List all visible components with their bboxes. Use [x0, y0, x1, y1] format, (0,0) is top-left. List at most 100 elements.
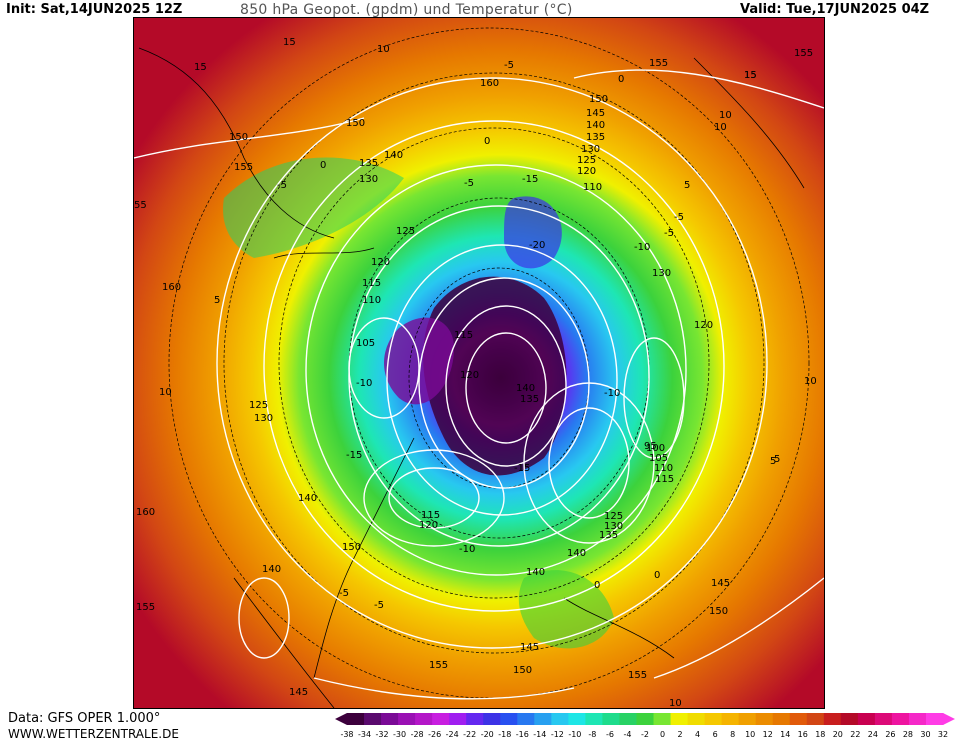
legend-tick-label: 12: [763, 730, 773, 739]
temp-label: -5: [374, 600, 384, 611]
height-label: 150: [709, 606, 728, 617]
legend-swatch: [449, 713, 467, 725]
legend-swatch: [619, 713, 637, 725]
legend-tick-label: 6: [713, 730, 718, 739]
weather-map: 155 160 150 145 140 135 130 125 120 110 …: [133, 17, 825, 709]
temp-label: -5: [277, 180, 287, 191]
legend-tick-label: 22: [850, 730, 860, 739]
height-label: 110: [362, 295, 381, 306]
legend-swatch: [823, 713, 842, 725]
legend-swatch: [415, 713, 433, 725]
valid-time: Valid: Tue,17JUN2025 04Z: [740, 2, 930, 17]
temp-label: 5: [684, 180, 690, 191]
height-label: 135: [359, 158, 378, 169]
legend-swatch: [806, 713, 825, 725]
legend-tick-label: -10: [568, 730, 581, 739]
height-label: 120: [577, 166, 596, 177]
temperature-labels: 15 10 5 0 -5 -10 -15 -20 -10 -5 0 5 10 1…: [159, 62, 817, 709]
height-label: 135: [599, 530, 618, 541]
legend-swatch: [925, 713, 944, 725]
height-label: 130: [652, 268, 671, 279]
height-label: 130: [604, 521, 623, 532]
legend-tick-label: -2: [641, 730, 649, 739]
legend-arrow-right: [943, 713, 955, 725]
temp-label: -5: [339, 588, 349, 599]
height-label: 125: [249, 400, 268, 411]
height-label: 115: [454, 330, 473, 341]
legend-swatch: [670, 713, 689, 725]
legend-swatch: [687, 713, 706, 725]
height-label: 115: [655, 474, 674, 485]
height-label: 120: [694, 320, 713, 331]
height-label: 150: [346, 118, 365, 129]
legend-tick-label: -20: [481, 730, 494, 739]
temp-label: -5: [464, 178, 474, 189]
legend-swatch: [653, 713, 672, 725]
height-label: 160: [136, 507, 155, 518]
height-label: 160: [162, 282, 181, 293]
temp-label: -10: [459, 544, 475, 555]
temp-label: 10: [377, 44, 390, 55]
legend-tick-label: -4: [623, 730, 631, 739]
height-label: 140: [586, 120, 605, 131]
height-label: 140: [384, 150, 403, 161]
legend-swatch: [551, 713, 569, 725]
legend-swatch: [568, 713, 586, 725]
height-label: 160: [480, 78, 499, 89]
legend-tick-label: 8: [730, 730, 735, 739]
temp-label: 10: [159, 387, 172, 398]
temp-label: 15: [744, 70, 757, 81]
legend-tick-label: -28: [411, 730, 424, 739]
legend-tick-label: -38: [340, 730, 353, 739]
height-label: 120: [460, 370, 479, 381]
height-labels: 155 160 150 145 140 135 130 125 120 110 …: [134, 37, 813, 698]
color-scale-legend: -38 -34 -32 -30 -28 -26 -24 -22 -20 -18 -16 -14 -12-…: [335, 713, 955, 739]
legend-swatch: [602, 713, 620, 725]
height-label: 145: [711, 578, 730, 589]
height-label: 140: [567, 548, 586, 559]
legend-tick-label: 14: [780, 730, 790, 739]
legend-tick-label: -16: [516, 730, 529, 739]
height-label: 155: [234, 162, 253, 173]
height-label: 125: [396, 226, 415, 237]
height-label: 155: [649, 58, 668, 69]
legend-swatch: [874, 713, 893, 725]
legend-swatch: [636, 713, 655, 725]
height-label: 150: [229, 132, 248, 143]
height-label: 120: [419, 520, 438, 531]
legend-swatch: [483, 713, 501, 725]
legend-tick-label: 10: [745, 730, 755, 739]
legend-tick-label: -6: [606, 730, 614, 739]
legend-tick-label: 30: [920, 730, 930, 739]
legend-tick-label: 32: [938, 730, 948, 739]
height-label: 100: [646, 443, 665, 454]
height-label: 130: [359, 174, 378, 185]
legend-tick-label: -8: [588, 730, 596, 739]
map-canvas: 155 160 150 145 140 135 130 125 120 110 …: [134, 18, 824, 709]
legend-swatch: [755, 713, 774, 725]
legend-swatch: [398, 713, 416, 725]
height-label: 140: [526, 567, 545, 578]
legend-arrow-left: [335, 713, 347, 725]
legend-swatch: [517, 713, 535, 725]
height-label: 55: [134, 200, 147, 211]
geopotential-contours: [134, 69, 824, 700]
temp-label: -15: [514, 463, 530, 474]
data-source: Data: GFS OPER 1.000°: [8, 711, 161, 726]
height-label: 145: [289, 687, 308, 698]
temp-label: 10: [669, 698, 682, 709]
temp-label: -15: [522, 174, 538, 185]
legend-ticks: -38 -34 -32 -30 -28 -26 -24 -22 -20 -18 -16 -14 -12-…: [340, 730, 948, 739]
height-label: 105: [649, 453, 668, 464]
map-title: 850 hPa Geopot. (gpdm) und Temperatur (°…: [240, 2, 573, 18]
legend-swatch: [534, 713, 552, 725]
legend-tick-label: -22: [463, 730, 476, 739]
temp-label: -5: [664, 228, 674, 239]
green-land-patch: [223, 157, 404, 258]
temp-label: -10: [604, 388, 620, 399]
temp-label: 5: [770, 456, 776, 467]
height-label: 115: [362, 278, 381, 289]
height-label: 130: [254, 413, 273, 424]
height-label: 105: [356, 338, 375, 349]
temp-label: 0: [618, 74, 624, 85]
